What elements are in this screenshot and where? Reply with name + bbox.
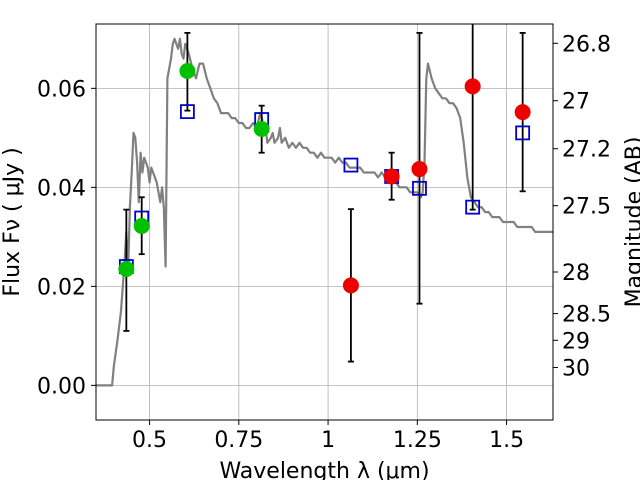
y-tick-label: 0.06 <box>37 77 86 102</box>
sed-model-layer <box>96 37 553 387</box>
x-tick-label: 1 <box>321 428 335 453</box>
x-tick-label: 1.5 <box>489 428 524 453</box>
x-axis-label: Wavelength λ (μm) <box>219 459 429 480</box>
data-points-layer <box>118 63 531 294</box>
green-flux-point <box>118 261 135 278</box>
right-tick-label: 26.8 <box>562 32 611 57</box>
right-tick-label: 28.5 <box>562 303 611 328</box>
axis-ticks: 0.5 0.75 1 1.25 1.5 0.00 0.02 0.04 0.06 26.8 27 27.… <box>37 32 611 453</box>
x-tick-label: 1.25 <box>393 428 442 453</box>
right-tick-label: 28 <box>562 261 590 286</box>
model-flux-square <box>465 199 481 215</box>
x-tick-label: 0.5 <box>132 428 167 453</box>
model-flux-square <box>179 104 195 120</box>
green-flux-point <box>179 63 196 80</box>
y-axis-label: Flux Fν ( μJy ) <box>0 147 25 296</box>
x-tick-label: 0.75 <box>214 428 263 453</box>
right-axis-label: Magnitude (AB) <box>622 137 640 308</box>
red-flux-point <box>411 161 428 178</box>
green-flux-point <box>133 217 150 234</box>
right-tick-label: 29 <box>562 329 590 354</box>
green-flux-point <box>253 120 270 137</box>
red-flux-point <box>514 104 531 121</box>
model-flux-square <box>515 125 531 141</box>
right-tick-label: 30 <box>562 357 590 382</box>
model-flux-square <box>343 157 359 173</box>
red-flux-point <box>342 277 359 294</box>
y-tick-label: 0.04 <box>37 176 86 201</box>
y-tick-label: 0.00 <box>37 374 86 399</box>
sed-model-line <box>96 37 553 387</box>
y-tick-label: 0.02 <box>37 275 86 300</box>
red-flux-point <box>383 168 400 185</box>
plot-frame <box>95 23 554 421</box>
right-tick-label: 27 <box>562 90 590 115</box>
right-tick-label: 27.5 <box>562 195 611 220</box>
right-tick-label: 27.2 <box>562 138 611 163</box>
model-flux-square <box>412 180 427 196</box>
red-flux-point <box>464 78 481 95</box>
